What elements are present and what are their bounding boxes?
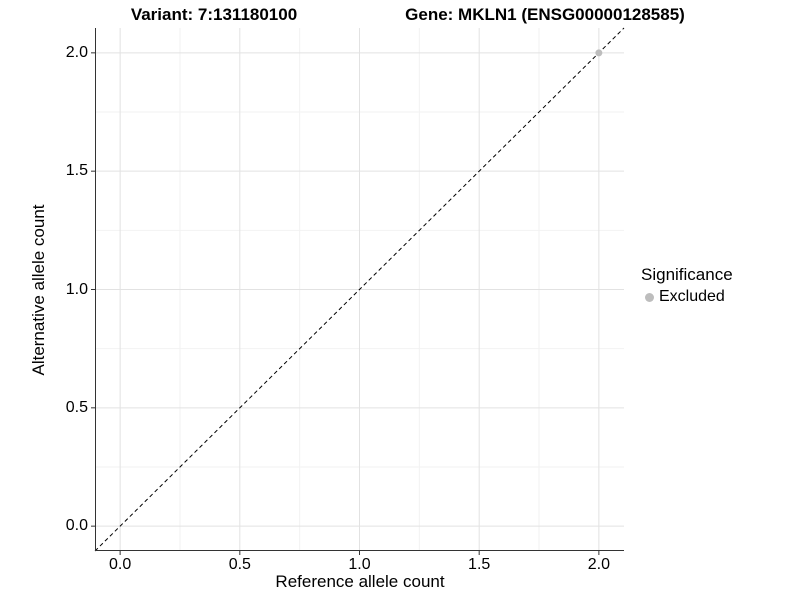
x-tick-label: 0.5: [228, 556, 251, 573]
legend-item-label: Excluded: [659, 288, 725, 305]
x-tick-label: 0.0: [109, 556, 132, 573]
y-axis-title: Alternative allele count: [29, 204, 48, 376]
plot-panel: [91, 27, 625, 555]
plot-canvas: [91, 27, 625, 555]
y-tick-label: 2.0: [65, 43, 88, 61]
x-tick-label: 2.0: [587, 556, 610, 573]
legend-key-point-icon: [645, 292, 654, 302]
plot-title-variant: Variant: 7:131180100: [130, 5, 298, 24]
x-axis-title: Reference allele count: [275, 572, 445, 591]
y-tick-label: 1.0: [65, 280, 88, 298]
legend-items: Excluded: [641, 288, 733, 306]
y-tick-label: 1.5: [65, 162, 88, 180]
legend-title: Significance: [641, 265, 733, 284]
plot-title-gene: Gene: MKLN1 (ENSG00000128585): [405, 5, 685, 24]
y-tick-label: 0.5: [65, 398, 88, 416]
data-point-excluded: [595, 49, 603, 57]
identity-reference-line: [94, 27, 625, 552]
legend-item: Excluded: [645, 288, 733, 306]
legend: Significance Excluded: [641, 264, 733, 306]
y-tick-label: 0.0: [65, 517, 88, 535]
x-tick-label: 1.0: [348, 556, 371, 573]
x-tick-label: 1.5: [468, 556, 491, 573]
